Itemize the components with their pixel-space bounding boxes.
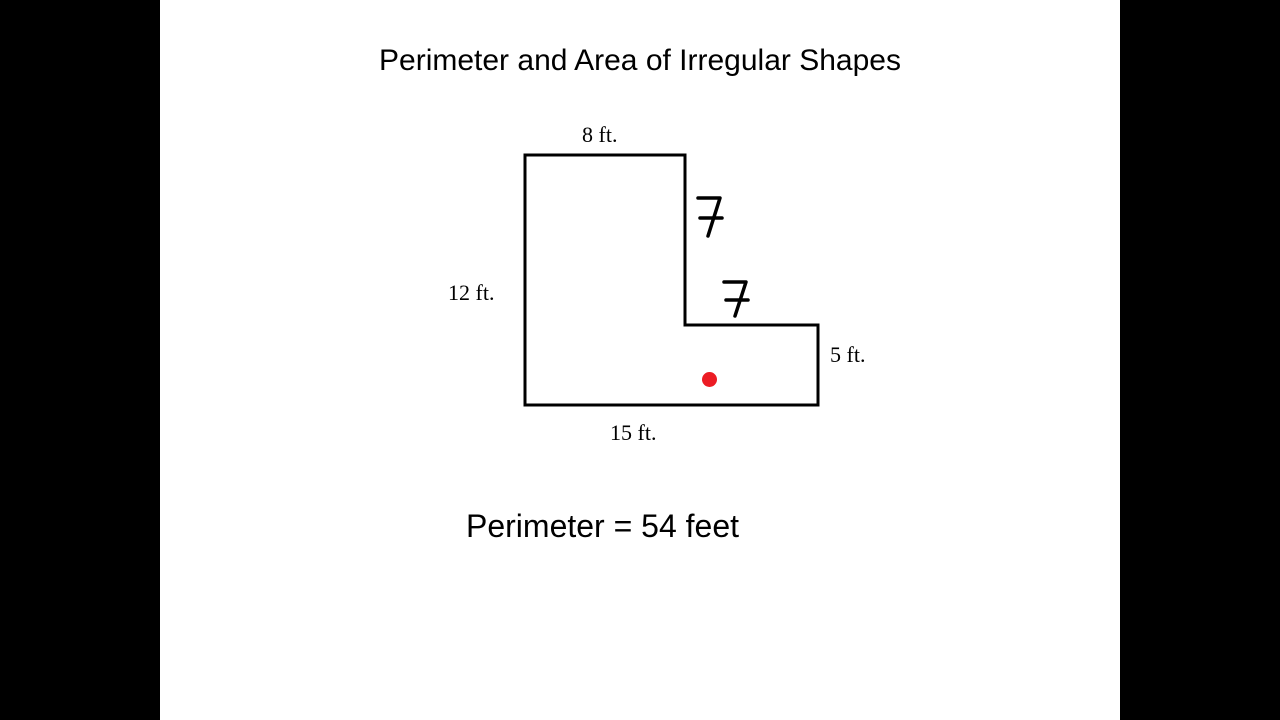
label-right: 5 ft. (830, 342, 865, 368)
perimeter-answer: Perimeter = 54 feet (466, 508, 739, 545)
l-shape-svg (440, 120, 900, 460)
handwritten-seven-1 (694, 192, 730, 242)
label-bottom: 15 ft. (610, 420, 656, 446)
slide-content: Perimeter and Area of Irregular Shapes 8… (160, 0, 1120, 720)
label-left: 12 ft. (448, 280, 494, 306)
handwritten-seven-2 (720, 276, 756, 322)
laser-pointer-dot (702, 372, 717, 387)
label-top: 8 ft. (582, 122, 617, 148)
slide-title: Perimeter and Area of Irregular Shapes (160, 44, 1120, 78)
l-shape-diagram: 8 ft. 12 ft. 15 ft. 5 ft. (440, 120, 900, 460)
l-shape-polygon (525, 155, 818, 405)
